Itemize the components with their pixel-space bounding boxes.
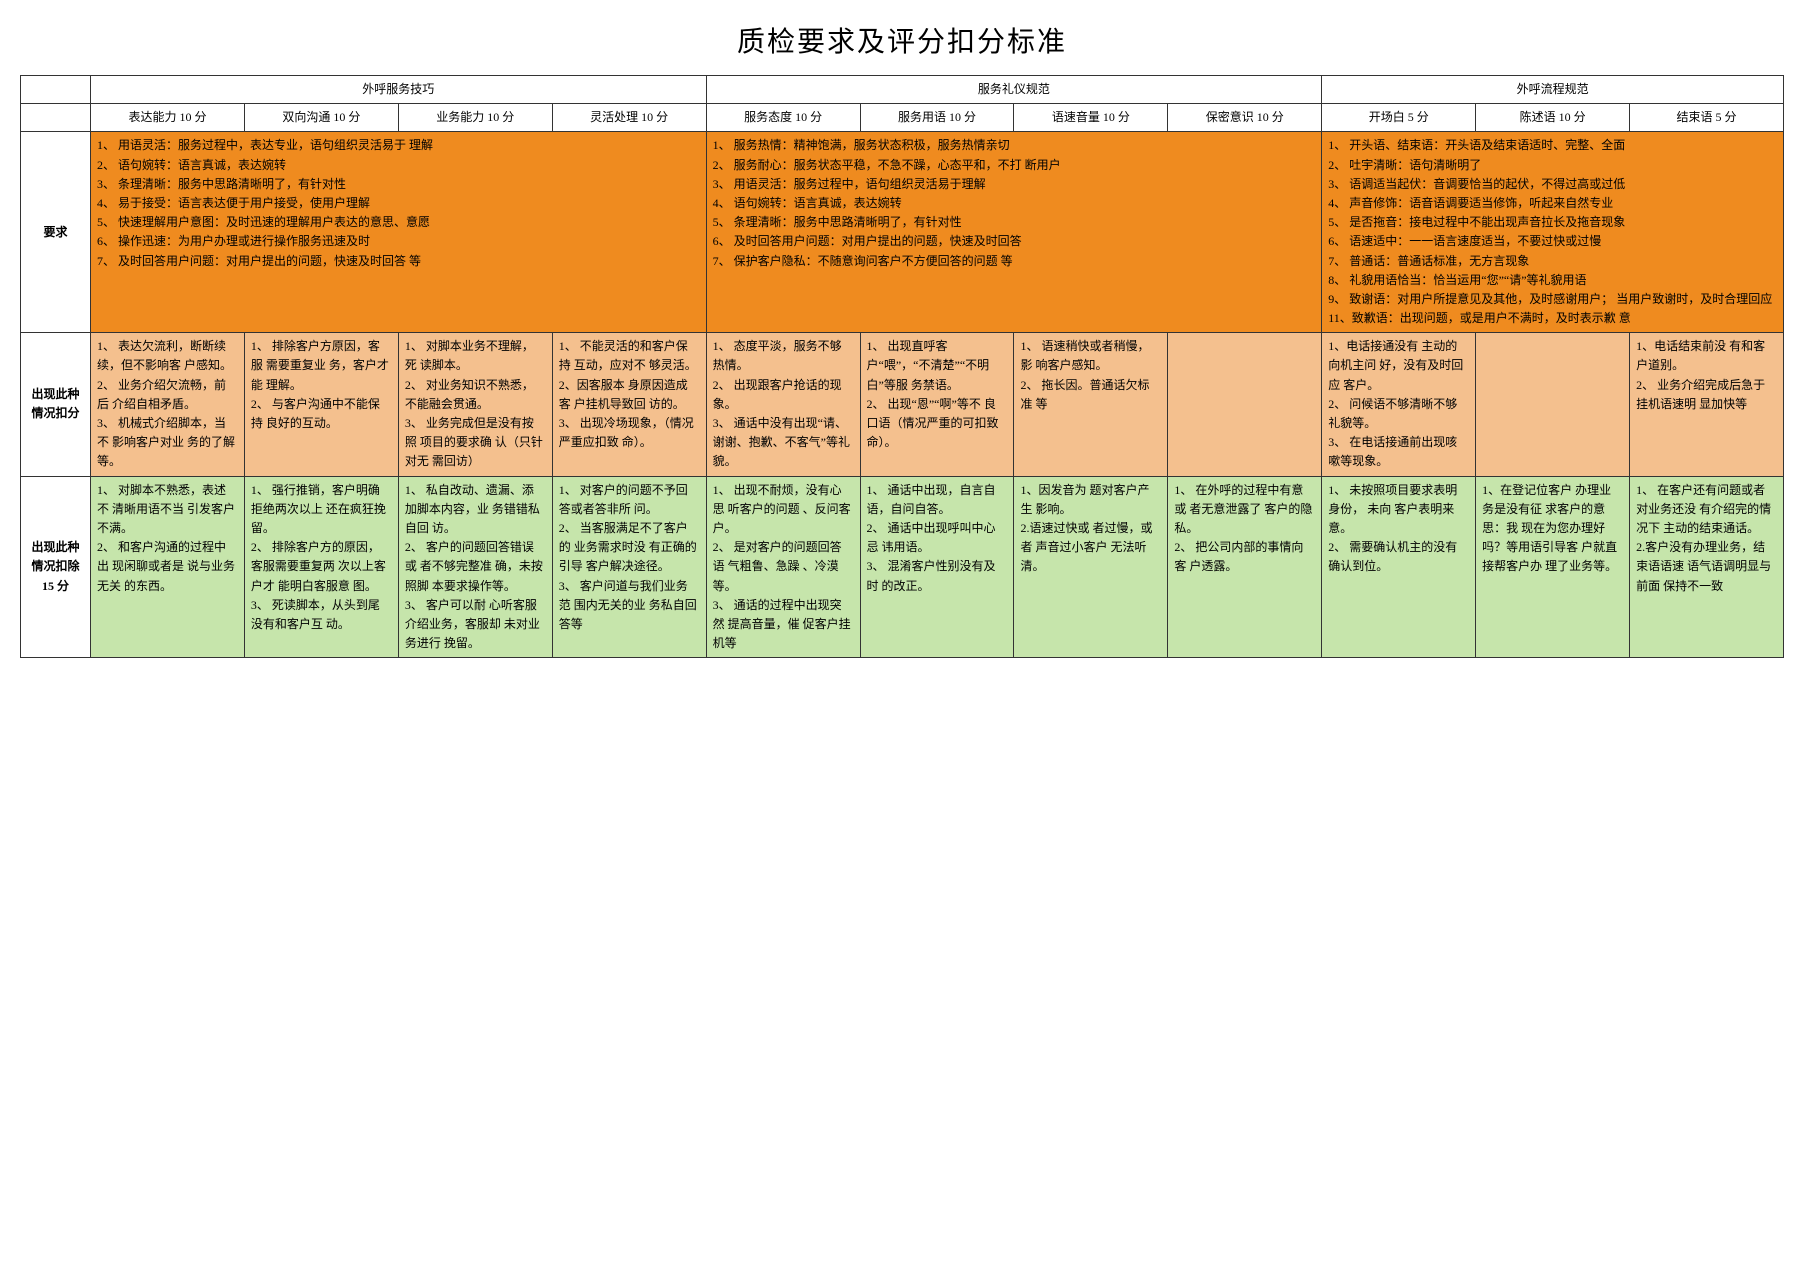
cell-r3c8: 1、 在外呼的过程中有意或 者无意泄露了 客户的隐私。 2、 把公司内部的事情向…: [1168, 476, 1322, 658]
subheader-c4: 灵活处理 10 分: [552, 104, 706, 132]
cell-r3c5: 1、 出现不耐烦，没有心思 听客户的问题 、反问客户。 2、 是对客户的问题回答…: [706, 476, 860, 658]
cell-r1g1: 1、 用语灵活：服务过程中，表达专业，语句组织灵活易于 理解 2、 语句婉转：语…: [91, 132, 707, 333]
qc-standards-table: 外呼服务技巧 服务礼仪规范 外呼流程规范 表达能力 10 分 双向沟通 10 分…: [20, 75, 1784, 658]
sub-header-row: 表达能力 10 分 双向沟通 10 分 业务能力 10 分 灵活处理 10 分 …: [21, 104, 1784, 132]
cell-r3c11: 1、 在客户还有问题或者对业务还没 有介绍完的情况下 主动的结束通话。 2.客户…: [1630, 476, 1784, 658]
subheader-c10: 陈述语 10 分: [1476, 104, 1630, 132]
subheader-c7: 语速音量 10 分: [1014, 104, 1168, 132]
cell-r2c7: 1、 语速稍快或者稍慢，影 响客户感知。 2、 拖长因。普通话欠标准 等: [1014, 333, 1168, 476]
cell-r3c9: 1、 未按照项目要求表明身份， 未向 客户表明来意。 2、 需要确认机主的没有确…: [1322, 476, 1476, 658]
group-header-3: 外呼流程规范: [1322, 76, 1784, 104]
row-label-r3: 出现此种 情况扣除 15 分: [21, 476, 91, 658]
cell-r3c7: 1、因发音为 题对客户产生 影响。 2.语速过快或 者过慢，或者 声音过小客户 …: [1014, 476, 1168, 658]
cell-r2c9: 1、电话接通没有 主动的向机主问 好，没有及时回应 客户。 2、 问候语不够清晰…: [1322, 333, 1476, 476]
cell-r1g2: 1、 服务热情：精神饱满，服务状态积极，服务热情亲切 2、 服务耐心：服务状态平…: [706, 132, 1322, 333]
cell-r1g3: 1、 开头语、结束语：开头语及结束语适时、完整、全面 2、 吐宇清晰：语句清晰明…: [1322, 132, 1784, 333]
cell-r2c10: [1476, 333, 1630, 476]
subheader-c2: 双向沟通 10 分: [244, 104, 398, 132]
cell-r3c6: 1、 通话中出现，自言自 语，自问自答。 2、 通话中出现呼叫中心忌 讳用语。 …: [860, 476, 1014, 658]
subheader-c6: 服务用语 10 分: [860, 104, 1014, 132]
cell-r3c4: 1、 对客户的问题不予回 答或者答非所 问。 2、 当客服满足不了客户的 业务需…: [552, 476, 706, 658]
cell-r2c5: 1、 态度平淡，服务不够热情。 2、 出现跟客户抢话的现象。 3、 通话中没有出…: [706, 333, 860, 476]
cell-r2c6: 1、 出现直呼客户“喂”，“不清楚”“不明白”等服 务禁语。 2、 出现“恩”“…: [860, 333, 1014, 476]
cell-r2c3: 1、 对脚本业务不理解，死 读脚本。 2、 对业务知识不熟悉，不能融会贯通。 3…: [398, 333, 552, 476]
cell-r2c2: 1、 排除客户方原因，客服 需要重复业 务，客户才能 理解。 2、 与客户沟通中…: [244, 333, 398, 476]
row-label-r1: 要求: [21, 132, 91, 333]
group-header-2: 服务礼仪规范: [706, 76, 1322, 104]
page-title: 质检要求及评分扣分标准: [20, 20, 1784, 60]
row-deduct-15: 出现此种 情况扣除 15 分 1、 对脚本不熟悉，表述不 清晰用语不当 引发客户…: [21, 476, 1784, 658]
group-header-1: 外呼服务技巧: [91, 76, 707, 104]
row-label-r2: 出现此种 情况扣分: [21, 333, 91, 476]
cell-r3c2: 1、 强行推销，客户明确拒绝两次以上 还在疯狂挽留。 2、 排除客户方的原因，客…: [244, 476, 398, 658]
cell-r3c10: 1、在登记位客户 办理业务是没有征 求客户的意思：我 现在为您办理好 吗？等用语…: [1476, 476, 1630, 658]
cell-r2c8: [1168, 333, 1322, 476]
subheader-c3: 业务能力 10 分: [398, 104, 552, 132]
row-deduct: 出现此种 情况扣分 1、 表达欠流利，断断续续，但不影响客 户感知。 2、 业务…: [21, 333, 1784, 476]
cell-r3c1: 1、 对脚本不熟悉，表述不 清晰用语不当 引发客户不满。 2、 和客户沟通的过程…: [91, 476, 245, 658]
subheader-c5: 服务态度 10 分: [706, 104, 860, 132]
cell-r2c1: 1、 表达欠流利，断断续续，但不影响客 户感知。 2、 业务介绍欠流畅，前后 介…: [91, 333, 245, 476]
group-header-row: 外呼服务技巧 服务礼仪规范 外呼流程规范: [21, 76, 1784, 104]
blank-corner-2: [21, 104, 91, 132]
cell-r2c4: 1、 不能灵活的和客户保持 互动，应对不 够灵活。 2、因客服本 身原因造成客 …: [552, 333, 706, 476]
subheader-c1: 表达能力 10 分: [91, 104, 245, 132]
row-requirements: 要求 1、 用语灵活：服务过程中，表达专业，语句组织灵活易于 理解 2、 语句婉…: [21, 132, 1784, 333]
cell-r3c3: 1、 私自改动、遗漏、添加脚本内容，业 务错错私自回 访。 2、 客户的问题回答…: [398, 476, 552, 658]
subheader-c8: 保密意识 10 分: [1168, 104, 1322, 132]
cell-r2c11: 1、电话结束前没 有和客户道别。 2、 业务介绍完成后急于挂机语速明 显加快等: [1630, 333, 1784, 476]
subheader-c9: 开场白 5 分: [1322, 104, 1476, 132]
subheader-c11: 结束语 5 分: [1630, 104, 1784, 132]
blank-corner: [21, 76, 91, 104]
